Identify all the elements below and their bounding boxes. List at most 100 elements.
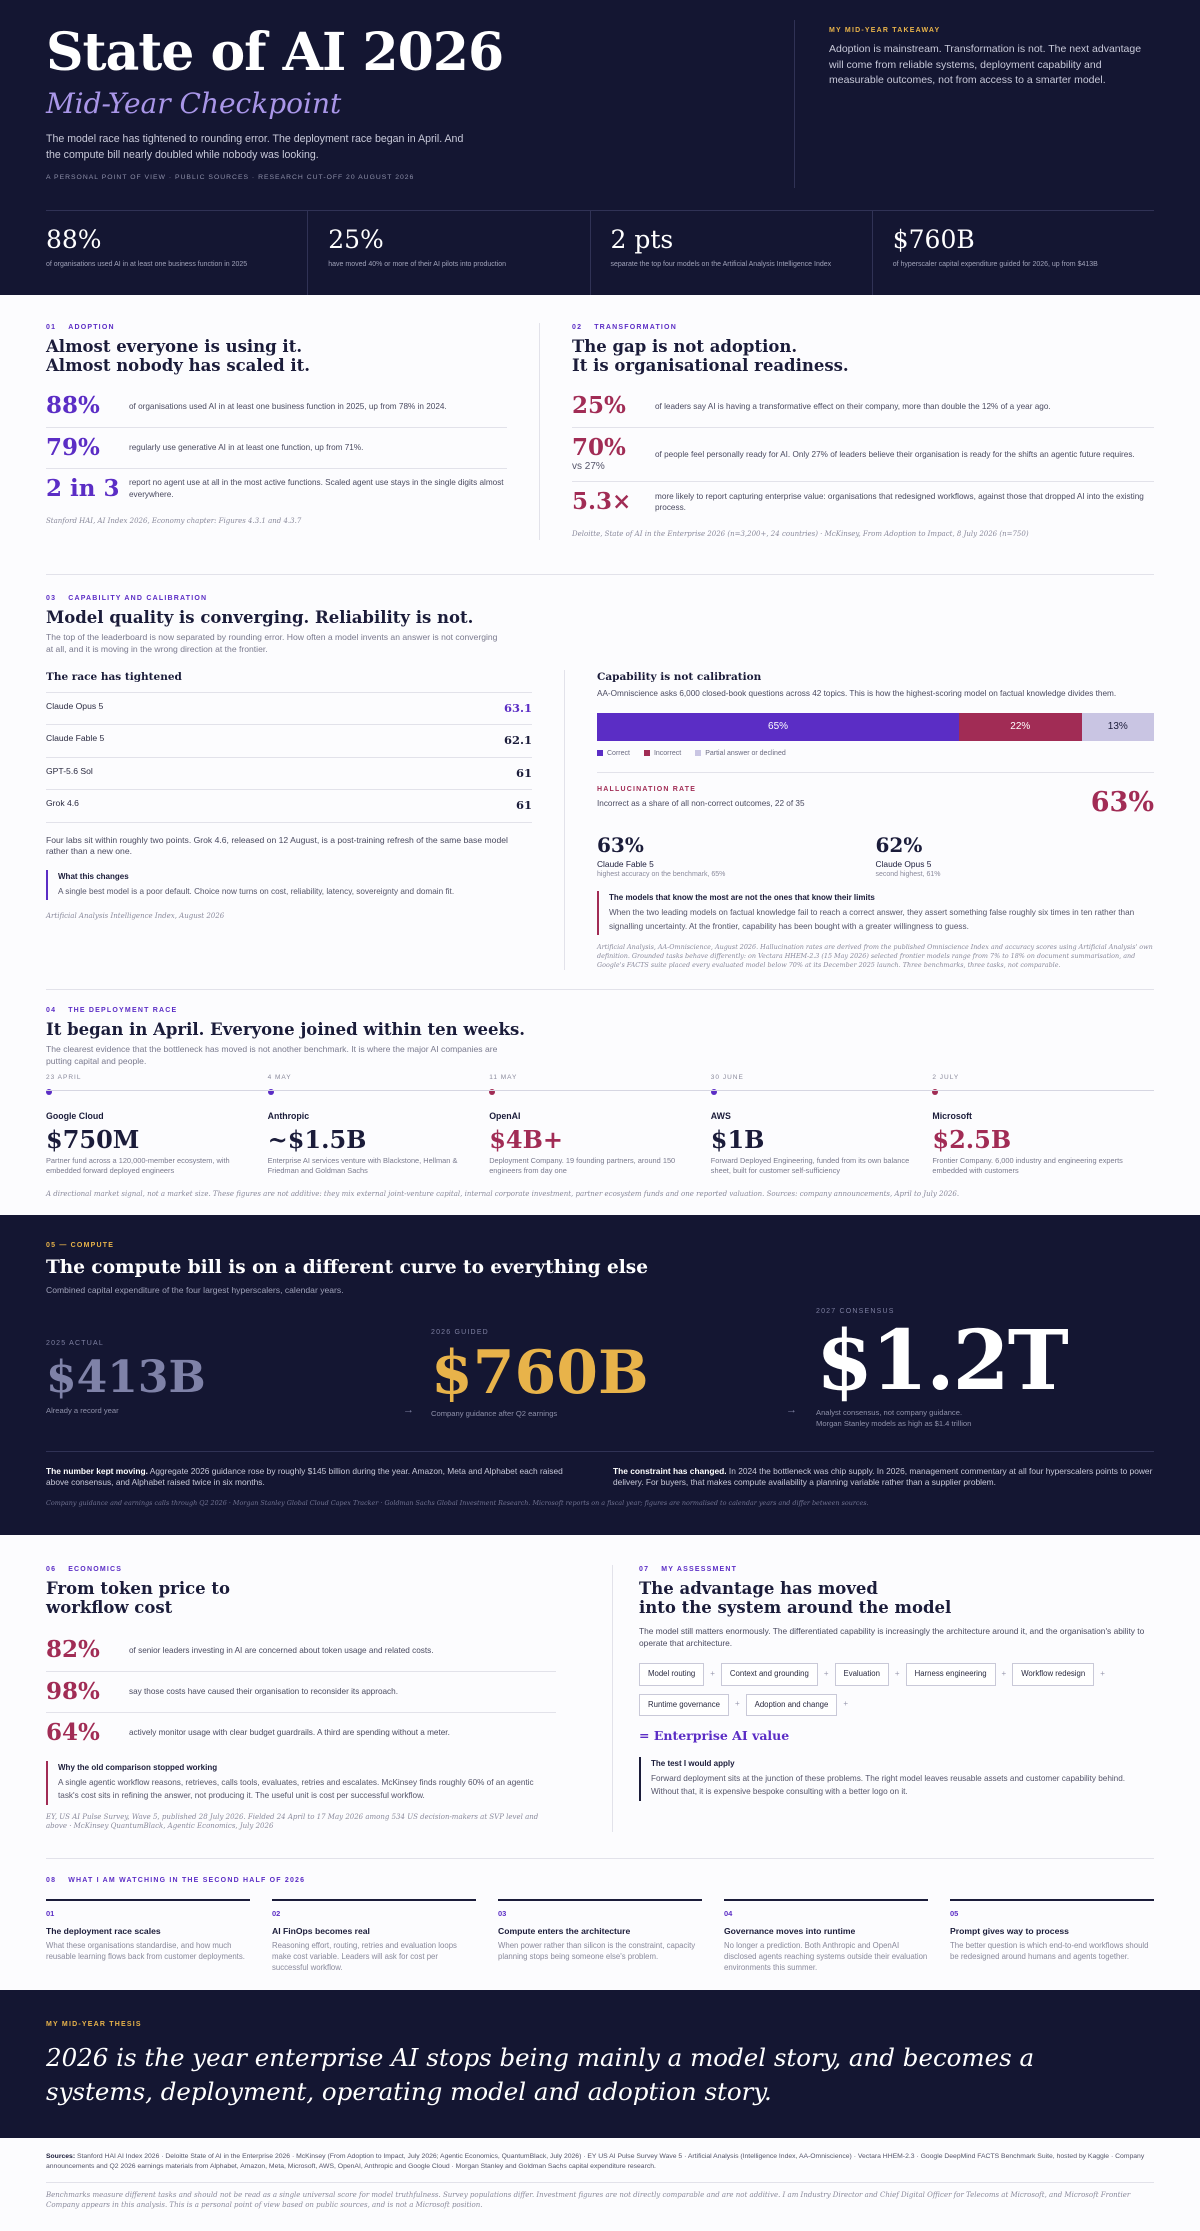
plus-icon: + xyxy=(1001,1668,1007,1678)
thesis-section: My mid-year thesis 2026 is the year ente… xyxy=(0,1990,1200,2138)
race-panel: The race has tightened Claude Opus 5 63.1… xyxy=(46,670,532,971)
timeline-dot xyxy=(710,1089,717,1096)
watch-card: 05 Prompt gives way to process The better … xyxy=(950,1899,1154,1973)
takeaway-panel: My mid-year takeaway Adoption is mainstr… xyxy=(794,20,1154,188)
arrow-icon: → xyxy=(786,1404,797,1416)
timeline-date: 30 June xyxy=(710,1073,744,1081)
legend-incorrect: Incorrect xyxy=(644,749,681,758)
architecture-chip: Workflow redesign xyxy=(1012,1663,1095,1686)
watch-card: 01 The deployment race scales What these o… xyxy=(46,1899,250,1973)
bar-segment-correct: 65% xyxy=(597,712,960,741)
race-list: Claude Opus 5 63.1 Claude Fable 5 62.1 GPT-5… xyxy=(46,693,532,823)
watch-desc: The better question is which end-to-end … xyxy=(950,1941,1149,1962)
timeline-amount: $750M xyxy=(46,1125,140,1155)
section-intro: The clearest evidence that the bottlenec… xyxy=(46,1044,498,1066)
col-desc-2: Morgan Stanley models as high as $1.4 tr… xyxy=(816,1418,972,1428)
watch-title: AI FinOps becomes real xyxy=(272,1925,370,1936)
takeaway-kicker: My mid-year takeaway xyxy=(829,27,941,34)
timeline-item: 23 April Google Cloud $750M Partner fund ac… xyxy=(46,1074,268,1176)
race-row: Claude Opus 5 63.1 xyxy=(46,693,532,726)
capability-section: 03 Capability and calibration Model quali… xyxy=(0,594,1200,989)
model-value: 63% xyxy=(597,832,644,857)
section-number: 01 xyxy=(46,324,57,331)
section-number: 03 xyxy=(46,595,57,602)
timeline-date: 4 May xyxy=(267,1073,292,1081)
metric-row: 88% of organisations used AI in at least … xyxy=(46,386,507,428)
col-label: 2027 consensus xyxy=(816,1308,895,1315)
race-model-name: Claude Opus 5 xyxy=(46,700,104,711)
source-note: Artificial Analysis Intelligence Index, … xyxy=(46,912,225,921)
bar-legend: Correct Incorrect Partial answer or decl… xyxy=(597,749,1154,758)
timeline-item: 4 May Anthropic ~$1.5B Enterprise AI servic… xyxy=(267,1073,490,1176)
stat-label: of organisations used AI in at least one… xyxy=(46,260,248,268)
race-row: GPT-5.6 Sol 61 xyxy=(46,758,532,791)
col-label: 2026 guided xyxy=(431,1329,489,1336)
stat-value: 88% xyxy=(46,225,102,254)
capex-2026-value: $760B xyxy=(431,1338,649,1409)
section-kicker: Transformation xyxy=(594,324,677,331)
watch-list: 01 The deployment race scales What these o… xyxy=(0,1899,1200,1973)
legend-partial: Partial answer or declined xyxy=(695,749,786,758)
race-model-name: GPT-5.6 Sol xyxy=(46,765,93,776)
section-title: From token price to xyxy=(46,1579,231,1599)
metric-row: 5.3× more likely to report capturing ente… xyxy=(572,482,1154,522)
hero-stat: 88% of organisations used AI in at least … xyxy=(46,211,309,295)
model-compare: 63% Claude Fable 5 highest accuracy on t… xyxy=(597,832,1154,880)
timeline-company: Microsoft xyxy=(932,1111,972,1122)
timeline-dot xyxy=(46,1089,52,1096)
hero-section: State of AI 2026 Mid-Year Checkpoint The… xyxy=(0,0,1200,295)
timeline-dot xyxy=(489,1089,496,1096)
page-title: State of AI 2026 xyxy=(46,22,504,83)
section-kicker: 05 — Compute xyxy=(46,1242,115,1249)
timeline-desc: Frontier Company. 6,000 industry and eng… xyxy=(932,1155,1123,1175)
deployment-timeline: 23 April Google Cloud $750M Partner fund ac… xyxy=(46,1074,1154,1176)
section-title: It began in April. Everyone joined withi… xyxy=(46,1020,525,1040)
col-desc: Company guidance after Q2 earnings xyxy=(431,1409,558,1419)
footer: Sources: Stanford HAI AI Index 2026 · De… xyxy=(0,2138,1200,2231)
timeline-desc: Forward Deployed Engineering, funded fro… xyxy=(710,1155,910,1175)
column-divider xyxy=(564,669,565,971)
race-row: Grok 4.6 61 xyxy=(46,790,532,823)
capex-2025-value: $413B xyxy=(46,1352,206,1404)
race-model-score: 61 xyxy=(515,798,532,813)
metric-row: 98% say those costs have caused their org… xyxy=(46,1672,556,1713)
watch-desc: What these organisations standardise, an… xyxy=(46,1941,245,1962)
timeline-item: 2 July Microsoft $2.5B Frontier Company. 6,… xyxy=(932,1074,1154,1176)
column-divider xyxy=(539,323,540,541)
section-title-line2: workflow cost xyxy=(46,1598,173,1618)
bar-segment-incorrect: 22% xyxy=(959,712,1082,741)
section-kicker: Capability and calibration xyxy=(68,595,208,602)
hallucination-value: 63% xyxy=(1090,787,1154,819)
compute-col-2026: 2026 guided $760B Company guidance after… xyxy=(431,1328,649,1420)
stat-value: $760B xyxy=(892,225,975,254)
timeline-date: 2 July xyxy=(932,1073,960,1081)
section-number: 02 xyxy=(572,324,583,331)
timeline-desc: Deployment Company. 19 founding partners… xyxy=(489,1155,676,1175)
section-number: 04 xyxy=(46,1007,57,1014)
adoption-transformation-section: 01 Adoption Almost everyone is using it. A… xyxy=(0,323,1200,560)
metric-row: 64% actively monitor usage with clear bud… xyxy=(46,1713,556,1753)
model-name: Claude Opus 5 xyxy=(875,858,932,869)
hero-lead: The model race has tightened to rounding… xyxy=(46,133,464,161)
race-model-score: 62.1 xyxy=(503,733,532,748)
architecture-chip: Model routing xyxy=(639,1663,705,1686)
note-text: A single best model is a poor default. C… xyxy=(58,886,455,896)
race-model-name: Grok 4.6 xyxy=(46,798,79,809)
race-title: The race has tightened xyxy=(46,670,532,693)
stat-value: 25% xyxy=(328,225,384,254)
timeline-company: OpenAI xyxy=(489,1111,521,1122)
plus-icon: + xyxy=(843,1699,848,1709)
watch-card: 04 Governance moves into runtime No longer… xyxy=(724,1899,928,1973)
watch-number: 01 xyxy=(46,1909,55,1919)
metric-text: of leaders say AI is having a transforma… xyxy=(655,401,1051,411)
model-card: 62% Claude Opus 5 second highest, 61% xyxy=(876,832,1155,880)
watch-number: 02 xyxy=(272,1909,281,1919)
metric-value: 5.3× xyxy=(572,488,632,516)
note-bold: The constraint has changed. xyxy=(613,1466,727,1476)
watch-desc: When power rather than silicon is the co… xyxy=(498,1941,696,1962)
disclaimer: Benchmarks measure different tasks and s… xyxy=(46,2182,1154,2211)
note-text: Forward deployment sits at the junction … xyxy=(651,1773,1126,1797)
hero-stat: 25% have moved 40% or more of their AI pi… xyxy=(308,211,591,295)
source-note: EY, US AI Pulse Survey, Wave 5, publishe… xyxy=(46,1812,539,1831)
hallucination-block: Hallucination rate Incorrect as a share … xyxy=(597,772,1154,821)
